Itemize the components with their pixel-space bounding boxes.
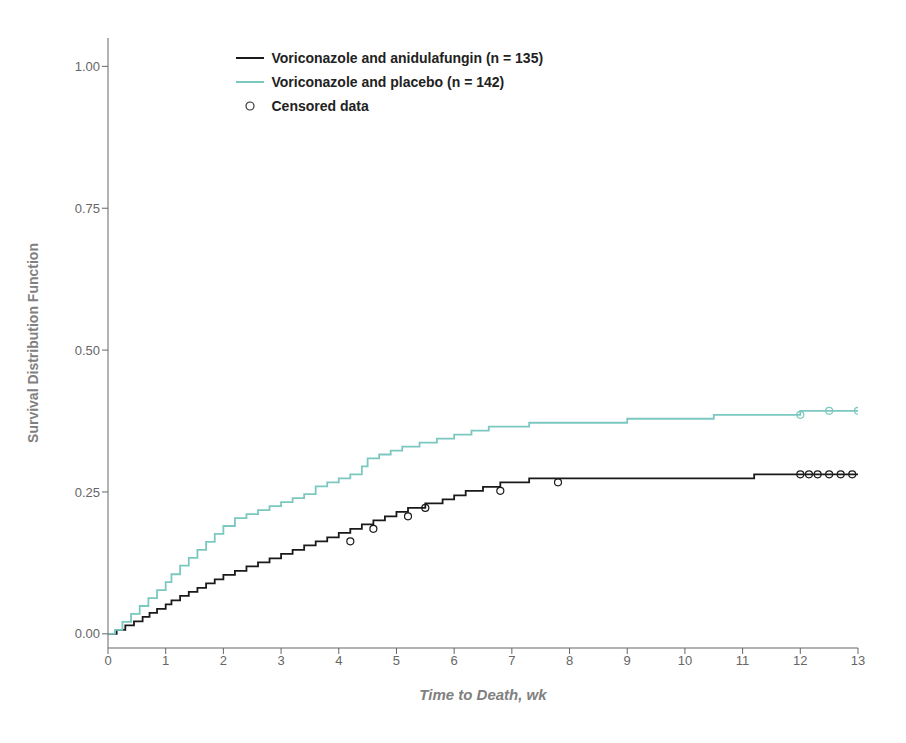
svg-text:3: 3 — [277, 653, 284, 668]
svg-text:0.50: 0.50 — [75, 343, 100, 358]
svg-text:8: 8 — [566, 653, 573, 668]
html-text:Voriconazole and placebo (n =: Voriconazole and placebo (n = 142) — [271, 74, 505, 90]
html-text:Censored data: Censored data — [271, 98, 369, 114]
svg-text:11: 11 — [736, 653, 750, 668]
html-text:Voriconazole and anidulafungin: Voriconazole and anidulafungin (n = 135) — [271, 50, 544, 66]
svg-text:4: 4 — [335, 653, 342, 668]
svg-text:0.25: 0.25 — [75, 485, 100, 500]
svg-text:10: 10 — [678, 653, 692, 668]
svg-text:12: 12 — [793, 653, 807, 668]
svg-text:1.00: 1.00 — [75, 59, 100, 74]
svg-text:1: 1 — [162, 653, 169, 668]
svg-text:13: 13 — [851, 653, 865, 668]
svg-text:0.00: 0.00 — [75, 626, 100, 641]
svg-text:9: 9 — [624, 653, 631, 668]
svg-text:Survival Distribution Function: Survival Distribution Function — [25, 243, 41, 443]
svg-text:Time to Death, wk: Time to Death, wk — [419, 686, 547, 703]
svg-text:6: 6 — [451, 653, 458, 668]
svg-text:0: 0 — [104, 653, 111, 668]
svg-text:0.75: 0.75 — [75, 201, 100, 216]
svg-text:5: 5 — [393, 653, 400, 668]
svg-text:7: 7 — [508, 653, 515, 668]
svg-text:2: 2 — [220, 653, 227, 668]
